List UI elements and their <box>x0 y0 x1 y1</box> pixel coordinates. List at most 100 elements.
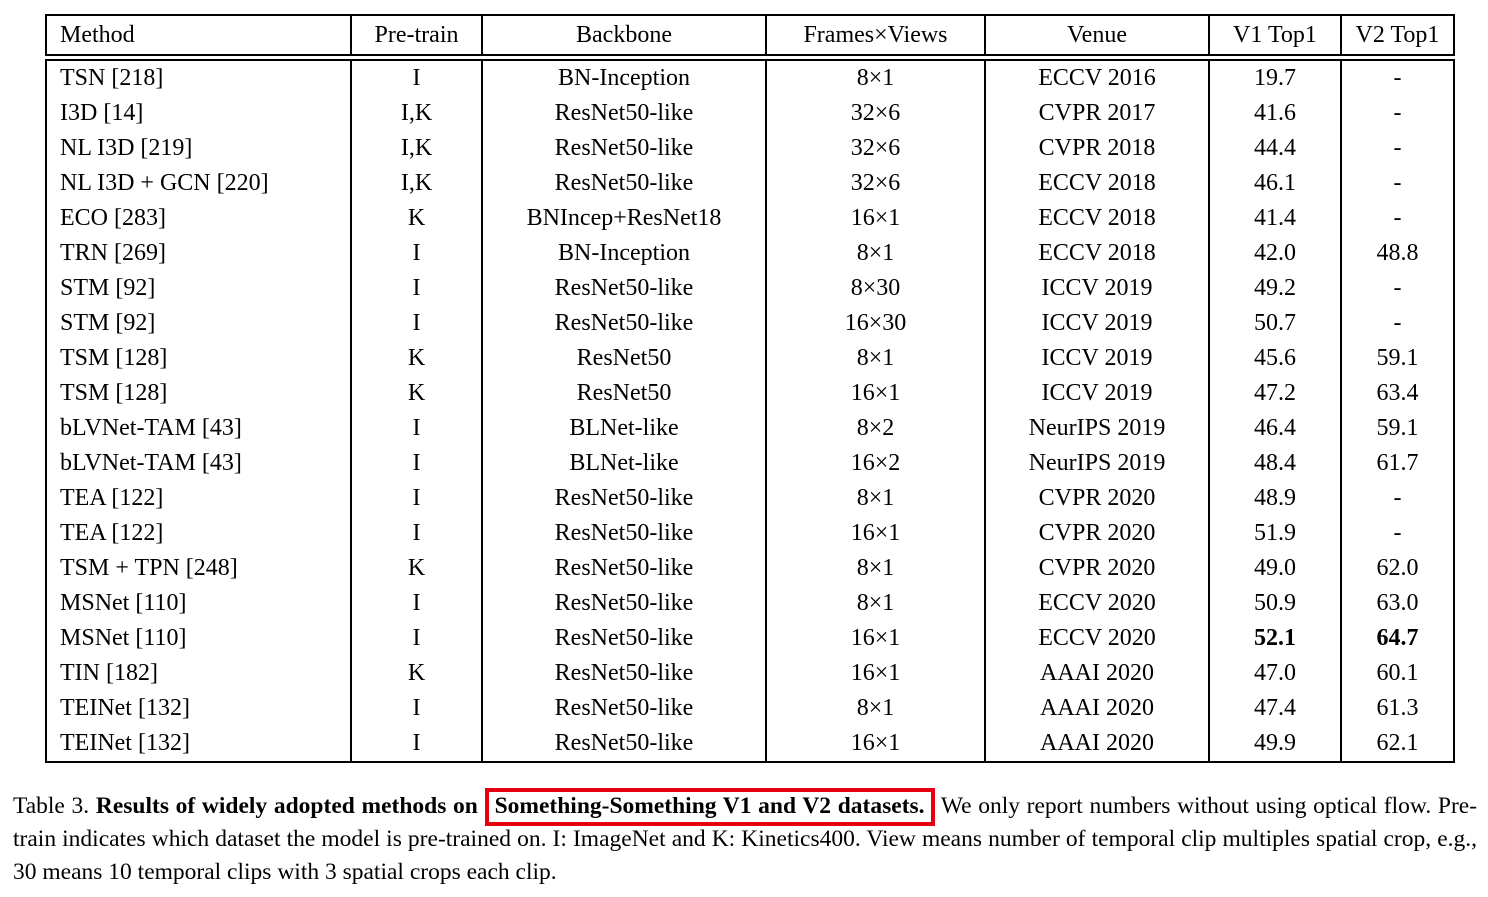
table-cell: 62.0 <box>1340 551 1455 586</box>
table-cell: - <box>1340 516 1455 551</box>
table-cell: 41.4 <box>1208 201 1342 236</box>
table-cell: - <box>1340 57 1455 96</box>
table-cell: 49.9 <box>1208 726 1342 762</box>
table-cell: 60.1 <box>1340 656 1455 691</box>
table-body: TSN [218] I BN-Inception 8×1 ECCV 2016 19.7- I… <box>45 57 1455 762</box>
table-cell: STM [92] <box>45 271 352 306</box>
table-cell: TEA [122] <box>45 481 352 516</box>
table-cell: NeurIPS 2019 <box>984 411 1210 446</box>
table-cell: ResNet50-like <box>481 271 767 306</box>
table-cell: TSM + TPN [248] <box>45 551 352 586</box>
table-cell: 61.7 <box>1340 446 1455 481</box>
table-row: NL I3D + GCN [220] I,K ResNet50-like 32×6 EC… <box>45 166 1455 201</box>
table-row: TSM [128] K ResNet50 8×1 ICCV 2019 45.6 59.1 <box>45 341 1455 376</box>
table-cell: 8×1 <box>765 341 986 376</box>
table-cell: 45.6 <box>1208 341 1342 376</box>
table-row: bLVNet-TAM [43] I BLNet-like 16×2 NeurIPS 20… <box>45 446 1455 481</box>
table-cell: ResNet50-like <box>481 166 767 201</box>
table-cell: 48.4 <box>1208 446 1342 481</box>
table-cell: 32×6 <box>765 166 986 201</box>
caption-body-text: We only report numbers without using opt… <box>13 793 1478 885</box>
table-cell: ECCV 2018 <box>984 201 1210 236</box>
table-cell: - <box>1340 271 1455 306</box>
header-cell: V1 Top1 <box>1208 15 1342 61</box>
table-row: TEINet [132] I ResNet50-like 8×1 AAAI 2020 47… <box>45 691 1455 726</box>
header-cell: Venue <box>984 15 1210 61</box>
table-cell: I,K <box>350 166 483 201</box>
table-row: TIN [182] K ResNet50-like 16×1 AAAI 2020 47.0… <box>45 656 1455 691</box>
table-cell: ResNet50 <box>481 376 767 411</box>
table-row: TEA [122] I ResNet50-like 16×1 CVPR 2020 51.9… <box>45 516 1455 551</box>
table-cell: TEA [122] <box>45 516 352 551</box>
table-cell: 16×1 <box>765 621 986 656</box>
table-cell: 16×1 <box>765 726 986 762</box>
table-row: MSNet [110] I ResNet50-like 16×1 ECCV 2020 52… <box>45 621 1455 656</box>
table-cell: 50.7 <box>1208 306 1342 341</box>
table-cell: 41.6 <box>1208 96 1342 131</box>
table-cell: TSN [218] <box>45 57 352 96</box>
header-row: Method Pre-train Backbone Frames×Views Venue… <box>45 15 1455 61</box>
table-cell: 8×1 <box>765 481 986 516</box>
table-cell: 8×1 <box>765 691 986 726</box>
results-table: Method Pre-train Backbone Frames×Views Venue… <box>45 14 1455 763</box>
table-cell: AAAI 2020 <box>984 656 1210 691</box>
table-cell: ResNet50-like <box>481 96 767 131</box>
table-cell: 59.1 <box>1340 341 1455 376</box>
table-cell: I <box>350 586 483 621</box>
table-cell: ResNet50-like <box>481 516 767 551</box>
caption-label: Table 3. <box>13 793 90 819</box>
table-cell: ICCV 2019 <box>984 306 1210 341</box>
table-cell: bLVNet-TAM [43] <box>45 411 352 446</box>
header-cell: Method <box>45 15 352 61</box>
table-cell: 46.4 <box>1208 411 1342 446</box>
header-cell: V2 Top1 <box>1340 15 1455 61</box>
table-cell: I <box>350 516 483 551</box>
table-cell: I <box>350 57 483 96</box>
table-cell: 63.0 <box>1340 586 1455 621</box>
table-cell: K <box>350 341 483 376</box>
table-cell: 8×1 <box>765 551 986 586</box>
table-cell: 16×1 <box>765 656 986 691</box>
table-cell: 8×1 <box>765 57 986 96</box>
table-cell: 42.0 <box>1208 236 1342 271</box>
table-cell: ICCV 2019 <box>984 376 1210 411</box>
table-cell: TIN [182] <box>45 656 352 691</box>
table-cell: 47.2 <box>1208 376 1342 411</box>
table-cell: MSNet [110] <box>45 586 352 621</box>
table-cell: ResNet50-like <box>481 621 767 656</box>
table-row: TRN [269] I BN-Inception 8×1 ECCV 2018 42.0 48… <box>45 236 1455 271</box>
table-cell: ECCV 2020 <box>984 586 1210 621</box>
table-row: TEINet [132] I ResNet50-like 16×1 AAAI 2020 4… <box>45 726 1455 762</box>
table-cell: 16×2 <box>765 446 986 481</box>
table-cell: I,K <box>350 131 483 166</box>
table-cell: I <box>350 236 483 271</box>
table-cell: 47.0 <box>1208 656 1342 691</box>
table-cell: 16×1 <box>765 201 986 236</box>
table-row: TSM [128] K ResNet50 16×1 ICCV 2019 47.2 63.4 <box>45 376 1455 411</box>
table-row: TEA [122] I ResNet50-like 8×1 CVPR 2020 48.9- <box>45 481 1455 516</box>
table-cell: MSNet [110] <box>45 621 352 656</box>
table-cell: 32×6 <box>765 131 986 166</box>
table-row: NL I3D [219] I,K ResNet50-like 32×6 CVPR 201… <box>45 131 1455 166</box>
table-cell: 16×1 <box>765 376 986 411</box>
table-cell: I <box>350 621 483 656</box>
table-cell: TEINet [132] <box>45 691 352 726</box>
table-cell: I <box>350 481 483 516</box>
table-cell: bLVNet-TAM [43] <box>45 446 352 481</box>
table-cell: I <box>350 691 483 726</box>
table-cell: - <box>1340 96 1455 131</box>
table-cell: TSM [128] <box>45 376 352 411</box>
header-cell: Frames×Views <box>765 15 986 61</box>
table-cell: BN-Inception <box>481 236 767 271</box>
table-cell: K <box>350 656 483 691</box>
table-cell: 16×30 <box>765 306 986 341</box>
table-cell: ResNet50-like <box>481 481 767 516</box>
table-cell: NL I3D [219] <box>45 131 352 166</box>
table-cell: I3D [14] <box>45 96 352 131</box>
table-cell: ICCV 2019 <box>984 271 1210 306</box>
table-cell: ResNet50-like <box>481 551 767 586</box>
table-cell: CVPR 2017 <box>984 96 1210 131</box>
header-cell: Pre-train <box>350 15 483 61</box>
table-row: TSM + TPN [248] K ResNet50-like 8×1 CVPR 202… <box>45 551 1455 586</box>
